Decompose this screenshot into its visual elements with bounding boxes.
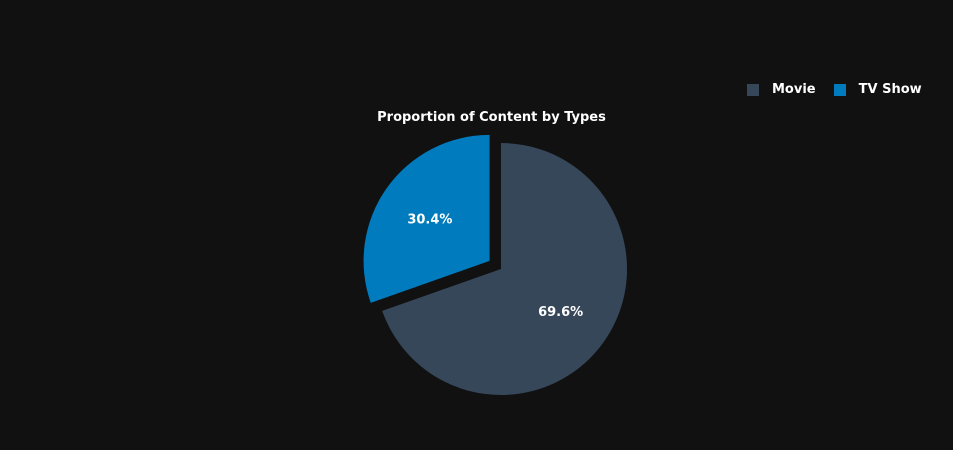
legend-label-movie: Movie: [772, 82, 816, 97]
legend-swatch-tv-show: [833, 83, 846, 96]
chart-title: Proportion of Content by Types: [377, 110, 606, 125]
legend-item-movie[interactable]: Movie: [747, 82, 816, 97]
pie-slice-movie[interactable]: [382, 143, 627, 395]
legend-swatch-movie: [747, 83, 759, 96]
legend: Movie TV Show: [747, 82, 922, 97]
pie-slice-tv-show[interactable]: [363, 134, 490, 303]
legend-label-tv-show: TV Show: [858, 82, 922, 97]
slice-label-movie: 69.6%: [538, 305, 583, 320]
slice-label-tv-show: 30.4%: [407, 213, 452, 228]
legend-item-tv-show[interactable]: TV Show: [833, 82, 922, 97]
